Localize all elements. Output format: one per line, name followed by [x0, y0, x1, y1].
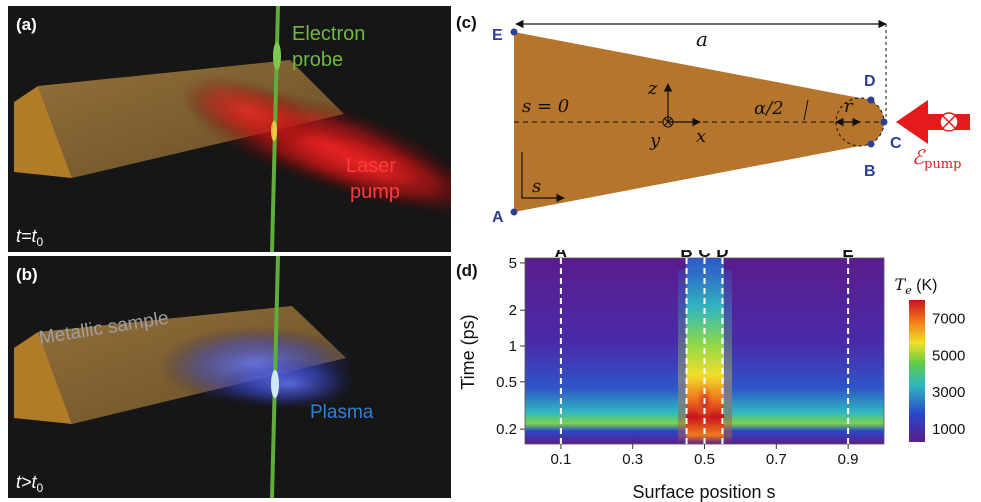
- sample-side: [14, 86, 72, 178]
- point-c: [880, 118, 888, 126]
- laser-pump-label-2: pump: [350, 181, 400, 203]
- z-axis-label: z: [647, 78, 658, 99]
- colorbar-tick-label: 3000: [932, 384, 965, 401]
- y-tick-label: 1: [509, 338, 517, 355]
- marker-label-d: D: [716, 250, 728, 261]
- axis-ticks: 0.1 0.3 0.5 0.7 0.9 5 2 1 0.5 0.2: [496, 255, 858, 468]
- point-e-label: E: [492, 27, 503, 44]
- marker-label-e: E: [842, 250, 853, 261]
- alpha-label: α/2: [754, 98, 784, 119]
- sample-side: [14, 332, 72, 424]
- point-e: [510, 28, 518, 36]
- marker-label-c: C: [698, 250, 710, 261]
- marker-label-a: A: [555, 250, 567, 261]
- point-a-label: A: [492, 209, 504, 226]
- panel-b: (b) Metallic sample Plasma t>t0: [8, 256, 451, 498]
- electron-probe-label-2: probe: [292, 49, 343, 71]
- panel-a-illustration: (a) Electron probe Laser pump t=t0: [14, 6, 451, 252]
- colorbar-tick-label: 7000: [932, 310, 965, 327]
- pump-arrow: [896, 100, 970, 144]
- electron-probe-bunch: [273, 42, 281, 70]
- panel-b-illustration: (b) Metallic sample Plasma t>t0: [14, 256, 374, 498]
- panel-c-label: (c): [456, 13, 477, 32]
- y-tick-label: 5: [509, 255, 517, 272]
- s-zero-label: s = 0: [522, 96, 569, 117]
- laser-beam: [180, 75, 451, 217]
- time-label-b: t>t0: [16, 472, 44, 495]
- panel-d-label: (d): [456, 261, 478, 280]
- x-tick-label: 0.7: [766, 451, 787, 468]
- plasma-label: Plasma: [310, 402, 374, 423]
- panel-c: (c) a r α/2 z x y s = 0 s E A D B C ℰpum…: [456, 13, 970, 226]
- colorbar-ticks: 7000 5000 3000 1000: [932, 310, 965, 438]
- x-tick-label: 0.9: [838, 451, 859, 468]
- point-b: [867, 140, 875, 148]
- x-tick-label: 0.5: [694, 451, 715, 468]
- y-tick-label: 0.5: [496, 374, 517, 391]
- point-d-label: D: [864, 73, 876, 90]
- colorbar-title: Te (K): [895, 275, 938, 297]
- panel-a: (a) Electron probe Laser pump t=t0: [8, 6, 451, 252]
- electron-probe-label-1: Electron: [292, 23, 365, 45]
- time-label-a: t=t0: [16, 226, 44, 249]
- y-axis-label: y: [649, 130, 661, 151]
- panel-a-label: (a): [16, 15, 37, 34]
- y-tick-label: 2: [509, 302, 517, 319]
- y-axis-title: Time (ps): [458, 314, 478, 389]
- x-axis-label: x: [696, 126, 706, 147]
- marker-label-b: B: [680, 250, 692, 261]
- dimension-a-label: a: [696, 27, 708, 51]
- x-tick-label: 0.1: [550, 451, 571, 468]
- colorbar-tick-label: 1000: [932, 421, 965, 438]
- point-d: [867, 96, 875, 104]
- panel-b-label: (b): [16, 265, 38, 284]
- colorbar-tick-label: 5000: [932, 347, 965, 364]
- x-axis-title: Surface position s: [632, 482, 775, 502]
- point-b-label: B: [864, 163, 876, 180]
- point-a: [510, 208, 518, 216]
- laser-pump-label-1: Laser: [346, 155, 396, 177]
- s-coordinate-label: s: [532, 176, 541, 197]
- colorbar: [909, 300, 925, 442]
- radius-label: r: [844, 96, 854, 117]
- point-c-label: C: [890, 135, 902, 152]
- pump-field-label: ℰpump: [912, 145, 961, 172]
- y-tick-label: 0.2: [496, 421, 517, 438]
- x-tick-label: 0.3: [622, 451, 643, 468]
